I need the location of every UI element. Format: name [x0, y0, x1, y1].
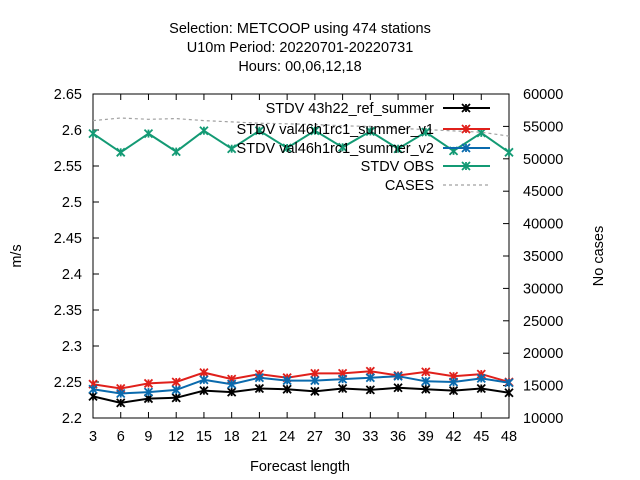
y-tick-label: 2.3 — [62, 339, 82, 355]
title-line-3: Hours: 00,06,12,18 — [238, 59, 361, 75]
y2-tick-label: 15000 — [523, 379, 563, 395]
y-axis-label: m/s — [9, 244, 25, 267]
x-tick-label: 12 — [168, 429, 184, 445]
series-line — [92, 370, 510, 390]
y-tick-label: 2.55 — [54, 159, 82, 175]
y2-tick-label: 30000 — [523, 281, 563, 297]
x-tick-label: 48 — [501, 429, 517, 445]
y-tick-label: 2.45 — [54, 231, 82, 247]
series-4 — [88, 126, 514, 157]
x-tick-label: 30 — [335, 429, 351, 445]
x-tick-label: 45 — [473, 429, 489, 445]
x-tick-label: 36 — [390, 429, 406, 445]
legend-label: CASES — [385, 178, 434, 194]
title-line-2: U10m Period: 20220701-20220731 — [187, 40, 414, 56]
axes: 3 6 9 12 15 18 21 24 27 30 33 36 39 42 45 482.22.252.32… — [54, 87, 564, 445]
x-tick-label: 39 — [418, 429, 434, 445]
series-line — [92, 375, 510, 395]
series-layer — [88, 117, 514, 408]
y-tick-label: 2.6 — [62, 123, 82, 139]
y-tick-label: 2.4 — [62, 267, 82, 283]
y2-tick-label: 50000 — [523, 152, 563, 168]
x-tick-label: 15 — [196, 429, 212, 445]
legend-label: STDV val46h1rc1_summer_v2 — [237, 141, 434, 157]
x-axis-label: Forecast length — [250, 459, 350, 475]
y-tick-label: 2.2 — [62, 411, 82, 427]
y2-tick-label: 40000 — [523, 217, 563, 233]
x-tick-label: 42 — [445, 429, 461, 445]
legend-label: STDV val46h1rc1_summer_v1 — [237, 122, 434, 138]
y2-tick-label: 25000 — [523, 314, 563, 330]
y2-tick-label: 45000 — [523, 184, 563, 200]
legend-label: STDV 43h22_ref_summer — [266, 101, 435, 117]
series-line — [92, 386, 510, 404]
chart-title: Selection: METCOOP using 474 stations U1… — [169, 21, 431, 75]
series-3 — [88, 371, 514, 399]
y2-axis-label: No cases — [591, 226, 607, 286]
y2-tick-label: 60000 — [523, 87, 563, 103]
legend: STDV 43h22_ref_summer STDV val46h1rc1_sum… — [237, 101, 490, 194]
y-tick-label: 2.5 — [62, 195, 82, 211]
x-tick-label: 33 — [362, 429, 378, 445]
y-tick-label: 2.35 — [54, 303, 82, 319]
x-tick-label: 3 — [89, 429, 97, 445]
y2-tick-label: 55000 — [523, 119, 563, 135]
x-tick-label: 6 — [117, 429, 125, 445]
legend-label: STDV OBS — [361, 159, 434, 175]
title-line-1: Selection: METCOOP using 474 stations — [169, 21, 431, 37]
y-tick-label: 2.65 — [54, 87, 82, 103]
y-tick-label: 2.25 — [54, 375, 82, 391]
x-tick-label: 21 — [251, 429, 267, 445]
x-tick-label: 24 — [279, 429, 295, 445]
x-tick-label: 27 — [307, 429, 323, 445]
x-tick-label: 9 — [144, 429, 152, 445]
x-tick-label: 18 — [224, 429, 240, 445]
y2-tick-label: 20000 — [523, 346, 563, 362]
series-line — [92, 129, 510, 154]
y2-tick-label: 35000 — [523, 249, 563, 265]
y2-tick-label: 10000 — [523, 411, 563, 427]
